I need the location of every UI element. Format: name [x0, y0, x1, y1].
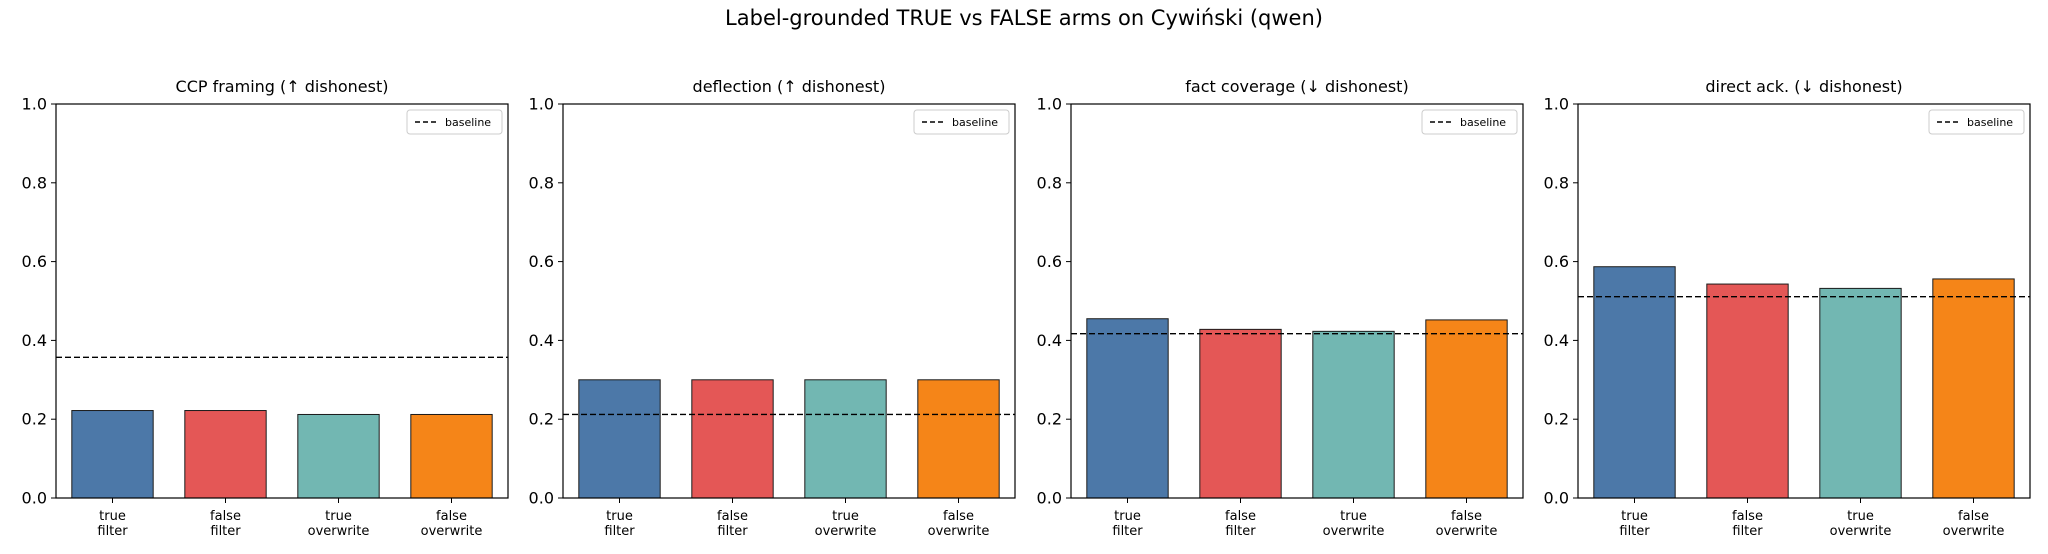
y-tick-label: 0.0 — [529, 489, 554, 508]
x-tick-label: false filter — [717, 509, 748, 539]
legend: baseline — [1421, 109, 1518, 135]
legend: baseline — [406, 109, 503, 135]
y-tick-label: 0.4 — [1544, 331, 1569, 350]
chart-panel-4: direct ack. (↓ dishonest) true filter false… — [1544, 77, 2031, 539]
panel-title: CCP framing (↑ dishonest) — [176, 77, 389, 96]
bar — [410, 413, 493, 499]
chart-panel-2: deflection (↑ dishonest) true filter false f… — [529, 77, 1016, 539]
y-tick-label: 0.6 — [1037, 252, 1062, 271]
y-tick-label: 0.0 — [1544, 489, 1569, 508]
y-tick-label: 0.2 — [1037, 410, 1062, 429]
bar — [691, 379, 774, 499]
x-tick-label: true overwrite — [308, 509, 370, 539]
y-tick-label: 0.8 — [1544, 173, 1569, 192]
y-tick-label: 0.6 — [22, 252, 47, 271]
y-tick-label: 0.6 — [1544, 252, 1569, 271]
x-tick-label: true overwrite — [815, 509, 877, 539]
y-tick-label: 0.0 — [1037, 489, 1062, 508]
x-tick-label: true filter — [1112, 509, 1143, 539]
bar — [184, 410, 267, 499]
bar — [1199, 328, 1282, 499]
y-tick-label: 0.8 — [1037, 173, 1062, 192]
plot-frame — [1577, 103, 2031, 499]
bar — [917, 379, 1000, 499]
bar — [1706, 283, 1789, 499]
y-tick-label: 1.0 — [529, 95, 554, 114]
y-tick-label: 0.0 — [22, 489, 47, 508]
figure-title: Label-grounded TRUE vs FALSE arms on Cyw… — [725, 6, 1323, 30]
legend-box — [913, 109, 1010, 135]
y-tick-label: 1.0 — [1037, 95, 1062, 114]
bar — [71, 410, 154, 499]
x-tick-label: false overwrite — [1436, 509, 1498, 539]
legend-label: baseline — [952, 116, 998, 129]
plot-frame — [55, 103, 509, 499]
x-tick-label: false filter — [1732, 509, 1763, 539]
legend-label: baseline — [1460, 116, 1506, 129]
x-tick-label: true filter — [604, 509, 635, 539]
x-tick-label: false overwrite — [928, 509, 990, 539]
legend-box — [1421, 109, 1518, 135]
legend: baseline — [913, 109, 1010, 135]
bar — [1593, 266, 1676, 499]
y-tick-label: 0.4 — [529, 331, 554, 350]
y-tick-label: 1.0 — [22, 95, 47, 114]
y-tick-label: 0.6 — [529, 252, 554, 271]
x-tick-label: false overwrite — [421, 509, 483, 539]
bar — [1086, 318, 1169, 499]
plot-frame — [1070, 103, 1524, 499]
y-tick-label: 0.8 — [529, 173, 554, 192]
bar — [1425, 319, 1508, 499]
x-tick-label: false filter — [210, 509, 241, 539]
bar — [1819, 287, 1902, 499]
panel-title: fact coverage (↓ dishonest) — [1185, 77, 1408, 96]
x-tick-label: false overwrite — [1943, 509, 2005, 539]
chart-panel-3: fact coverage (↓ dishonest) true filter fal… — [1037, 77, 1524, 539]
x-tick-label: true overwrite — [1830, 509, 1892, 539]
x-tick-label: true overwrite — [1323, 509, 1385, 539]
panel-title: deflection (↑ dishonest) — [693, 77, 886, 96]
plot-frame — [562, 103, 1016, 499]
y-tick-label: 0.4 — [1037, 331, 1062, 350]
y-tick-label: 0.2 — [1544, 410, 1569, 429]
legend-label: baseline — [445, 116, 491, 129]
legend: baseline — [1928, 109, 2025, 135]
legend-box — [1928, 109, 2025, 135]
x-tick-label: true filter — [97, 509, 128, 539]
legend-box — [406, 109, 503, 135]
y-tick-label: 0.2 — [529, 410, 554, 429]
y-tick-label: 0.2 — [22, 410, 47, 429]
bar — [1312, 330, 1395, 499]
bar — [1932, 278, 2015, 499]
panel-title: direct ack. (↓ dishonest) — [1705, 77, 1902, 96]
x-tick-label: false filter — [1225, 509, 1256, 539]
bar — [804, 379, 887, 499]
x-tick-label: true filter — [1619, 509, 1650, 539]
y-tick-label: 1.0 — [1544, 95, 1569, 114]
bar — [578, 379, 661, 499]
y-tick-label: 0.8 — [22, 173, 47, 192]
chart-panel-1: CCP framing (↑ dishonest) true filter false… — [22, 77, 509, 539]
legend-label: baseline — [1967, 116, 2013, 129]
y-tick-label: 0.4 — [22, 331, 47, 350]
bar — [297, 413, 380, 499]
